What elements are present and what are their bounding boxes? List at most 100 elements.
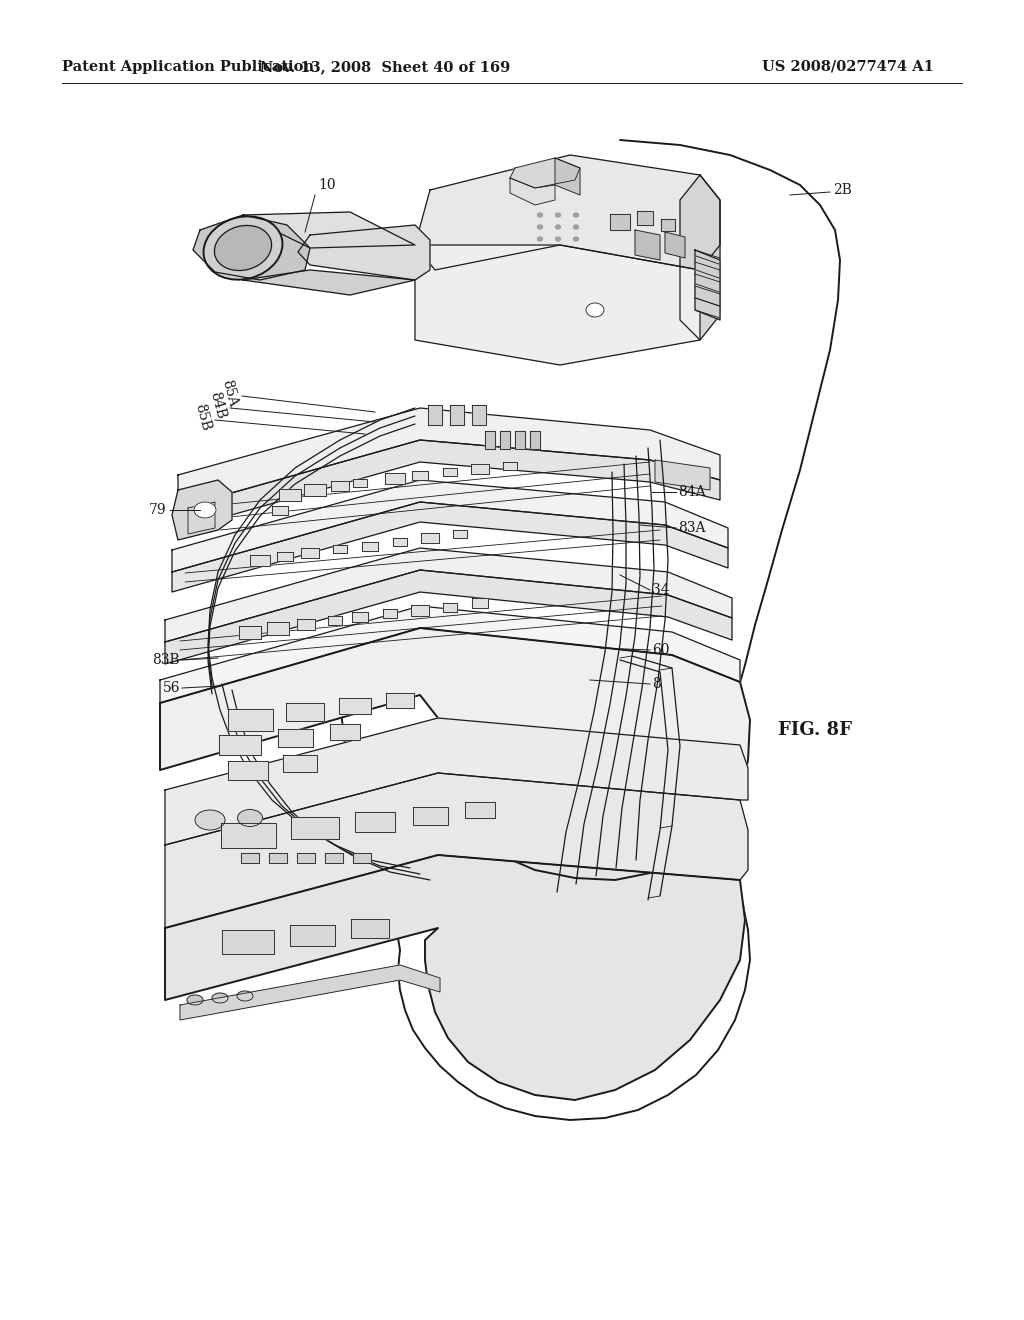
Polygon shape — [291, 817, 339, 840]
Polygon shape — [227, 709, 272, 731]
Polygon shape — [472, 405, 486, 425]
Polygon shape — [304, 484, 326, 496]
Polygon shape — [393, 539, 407, 546]
Polygon shape — [172, 480, 728, 572]
Polygon shape — [160, 628, 750, 880]
Polygon shape — [443, 602, 457, 611]
Polygon shape — [333, 545, 347, 553]
Polygon shape — [680, 176, 720, 341]
Polygon shape — [165, 774, 748, 928]
Ellipse shape — [212, 993, 228, 1003]
Polygon shape — [172, 480, 232, 540]
Polygon shape — [286, 704, 324, 721]
Polygon shape — [290, 924, 335, 945]
Polygon shape — [228, 760, 268, 780]
Polygon shape — [172, 502, 728, 591]
Polygon shape — [330, 723, 360, 741]
Polygon shape — [665, 232, 685, 257]
Text: 60: 60 — [652, 643, 670, 657]
Polygon shape — [178, 408, 720, 508]
Polygon shape — [555, 158, 580, 195]
Polygon shape — [610, 214, 630, 230]
Ellipse shape — [555, 224, 560, 228]
Polygon shape — [165, 855, 745, 1100]
Polygon shape — [250, 554, 270, 565]
Polygon shape — [219, 735, 261, 755]
Polygon shape — [165, 548, 732, 642]
Polygon shape — [222, 931, 274, 954]
Polygon shape — [272, 506, 288, 515]
Polygon shape — [383, 609, 397, 618]
Polygon shape — [269, 853, 287, 863]
Polygon shape — [193, 215, 310, 280]
Polygon shape — [297, 853, 315, 863]
Text: US 2008/0277474 A1: US 2008/0277474 A1 — [762, 59, 934, 74]
Ellipse shape — [237, 991, 253, 1001]
Polygon shape — [351, 919, 389, 937]
Ellipse shape — [538, 213, 543, 216]
Text: 83A: 83A — [678, 521, 706, 535]
Polygon shape — [413, 807, 447, 825]
Polygon shape — [471, 465, 489, 474]
Polygon shape — [325, 853, 343, 863]
Polygon shape — [328, 615, 342, 624]
Ellipse shape — [586, 304, 604, 317]
Polygon shape — [298, 224, 430, 280]
Polygon shape — [297, 619, 315, 630]
Polygon shape — [515, 432, 525, 449]
Polygon shape — [415, 246, 700, 366]
Polygon shape — [411, 605, 429, 615]
Polygon shape — [239, 626, 261, 639]
Ellipse shape — [573, 238, 579, 242]
Polygon shape — [160, 606, 740, 704]
Polygon shape — [510, 158, 580, 187]
Text: 85B: 85B — [193, 401, 213, 432]
Polygon shape — [352, 612, 368, 622]
Polygon shape — [278, 729, 312, 747]
Polygon shape — [385, 473, 406, 483]
Polygon shape — [637, 211, 653, 224]
Ellipse shape — [555, 213, 560, 216]
Polygon shape — [450, 405, 464, 425]
Polygon shape — [283, 755, 317, 771]
Text: 34: 34 — [652, 583, 670, 597]
Text: 56: 56 — [163, 681, 180, 696]
Polygon shape — [655, 459, 710, 490]
Ellipse shape — [573, 213, 579, 216]
Polygon shape — [301, 548, 319, 558]
Polygon shape — [530, 432, 540, 449]
Polygon shape — [178, 440, 720, 531]
Text: Nov. 13, 2008  Sheet 40 of 169: Nov. 13, 2008 Sheet 40 of 169 — [260, 59, 510, 74]
Polygon shape — [278, 552, 293, 561]
Text: 84A: 84A — [678, 484, 706, 499]
Polygon shape — [331, 480, 349, 491]
Polygon shape — [465, 803, 495, 818]
Polygon shape — [267, 622, 289, 635]
Polygon shape — [428, 405, 442, 425]
Polygon shape — [339, 698, 371, 714]
Text: 2B: 2B — [833, 183, 852, 197]
Ellipse shape — [555, 238, 560, 242]
Polygon shape — [635, 230, 660, 260]
Text: 84B: 84B — [207, 389, 228, 420]
Polygon shape — [220, 822, 275, 847]
Text: Patent Application Publication: Patent Application Publication — [62, 59, 314, 74]
Polygon shape — [188, 502, 215, 535]
Polygon shape — [165, 718, 748, 845]
Polygon shape — [412, 470, 428, 479]
Ellipse shape — [238, 809, 262, 826]
Text: FIG. 8F: FIG. 8F — [778, 721, 852, 739]
Ellipse shape — [195, 810, 225, 830]
Ellipse shape — [538, 238, 543, 242]
Text: 10: 10 — [318, 178, 336, 191]
Polygon shape — [443, 469, 457, 477]
Ellipse shape — [204, 216, 283, 280]
Polygon shape — [421, 533, 439, 543]
Text: 8: 8 — [652, 677, 660, 690]
Polygon shape — [165, 570, 732, 664]
Polygon shape — [241, 853, 259, 863]
Polygon shape — [662, 219, 675, 231]
Text: 83B: 83B — [153, 653, 180, 667]
Polygon shape — [695, 249, 720, 319]
Ellipse shape — [573, 224, 579, 228]
